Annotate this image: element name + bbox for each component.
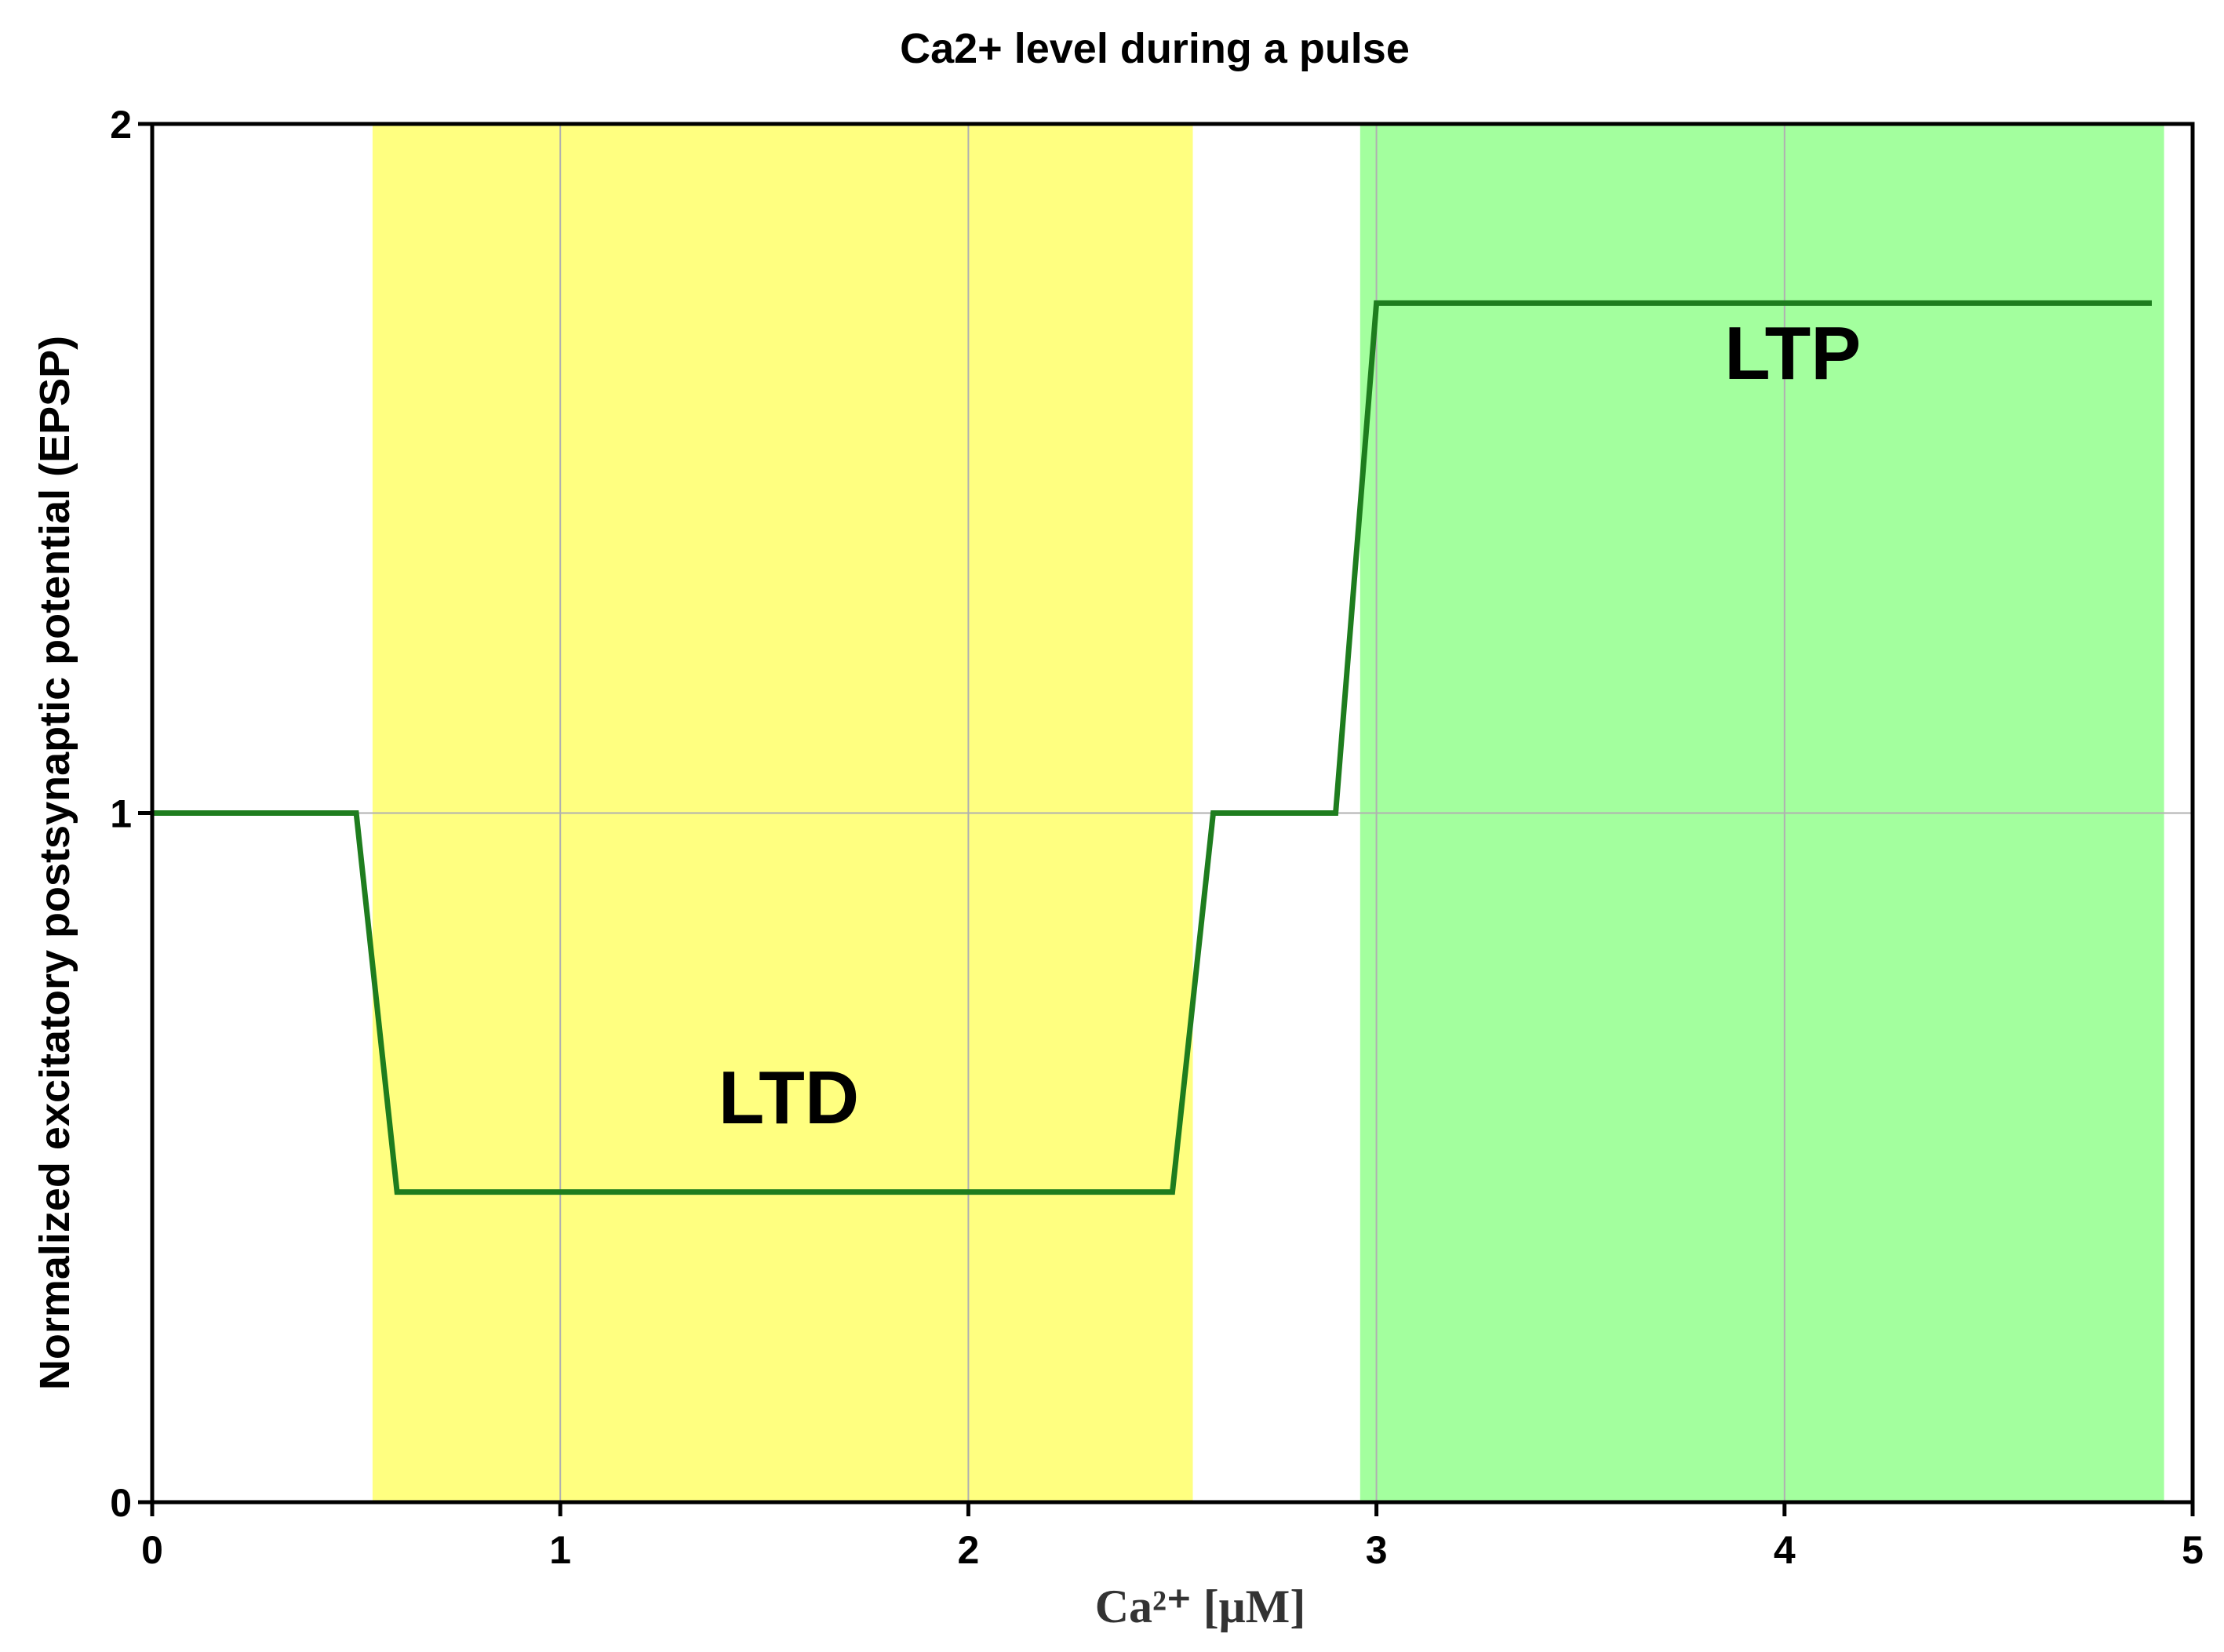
x-axis-label: Ca²⁺ [μM] (1095, 1581, 1306, 1632)
axes (138, 122, 2195, 1516)
region-label-ltd: LTD (719, 1056, 859, 1140)
y-tick-label: 1 (110, 792, 132, 836)
x-tick-label: 3 (1366, 1528, 1388, 1572)
x-tick-label: 5 (2182, 1528, 2204, 1572)
region-labels: LTD LTP (719, 311, 1862, 1140)
chart-title: Ca2+ level during a pulse (900, 25, 1410, 72)
x-tick-label: 1 (549, 1528, 571, 1572)
x-tick-label: 0 (141, 1528, 163, 1572)
y-tick-label: 2 (110, 103, 132, 147)
x-tick-label: 2 (957, 1528, 979, 1572)
x-tick-labels: 0 1 2 3 4 5 (141, 1528, 2204, 1572)
grid-lines (152, 124, 2193, 1502)
series-line (152, 300, 2152, 1195)
series-lines (152, 300, 2152, 1195)
y-tick-labels: 0 1 2 (110, 103, 132, 1525)
x-tick-label: 4 (1774, 1528, 1796, 1572)
y-tick-label: 0 (110, 1481, 132, 1525)
y-axis-label: Normalized excitatory postsynaptic poten… (31, 336, 78, 1390)
region-label-ltp: LTP (1724, 311, 1861, 395)
